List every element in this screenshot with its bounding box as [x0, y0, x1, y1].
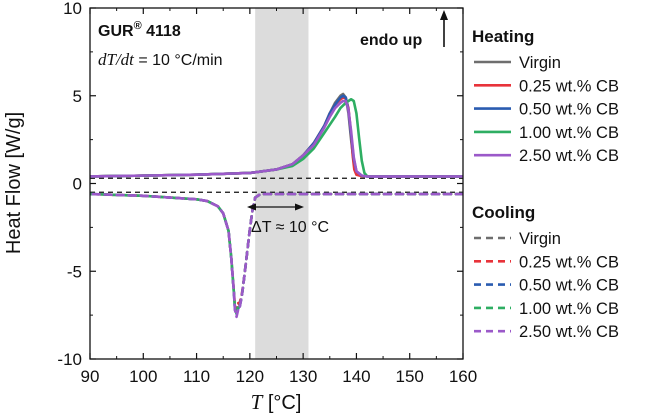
- rate-annotation: dT/dt = 10 °C/min: [98, 50, 223, 69]
- x-tick-label: 160: [449, 367, 477, 386]
- x-tick-label: 120: [236, 367, 264, 386]
- y-axis-title: Heat Flow [W/g]: [3, 112, 25, 254]
- legend: Heating Virgin 0.25 wt.% CB 0.50 wt.% CB 1.0…: [472, 27, 619, 341]
- legend-heading-cooling: Cooling: [472, 203, 535, 222]
- axes-layer: 90 100 110 120 130 140 150 160 -10 -5 0 5 10: [57, 0, 477, 386]
- endo-up-arrow: [440, 10, 448, 47]
- legend-label: 2.50 wt.% CB: [519, 323, 619, 341]
- x-tick-label: 140: [342, 367, 370, 386]
- endo-up-annotation: endo up: [360, 32, 422, 49]
- x-tick-label: 150: [396, 367, 424, 386]
- legend-label: Virgin: [519, 230, 561, 248]
- x-tick-label: 100: [129, 367, 157, 386]
- legend-label: 1.00 wt.% CB: [519, 300, 619, 318]
- y-tick-label: -5: [67, 262, 82, 281]
- legend-label: 1.00 wt.% CB: [519, 124, 619, 142]
- y-tick-label: 5: [73, 87, 82, 106]
- legend-label: 0.50 wt.% CB: [519, 277, 619, 295]
- x-tick-label: 110: [183, 367, 210, 386]
- legend-label: Virgin: [519, 54, 561, 72]
- legend-label: 0.25 wt.% CB: [519, 253, 619, 271]
- y-tick-label: -10: [57, 350, 82, 369]
- sample-annotation: GUR® 4118: [98, 20, 181, 40]
- series-line-heating-4: [90, 99, 463, 178]
- x-tick-label: 130: [289, 367, 317, 386]
- legend-label: 0.25 wt.% CB: [519, 77, 619, 95]
- x-tick-label: 90: [81, 367, 100, 386]
- delta-t-annotation: ΔT ≈ 10 °C: [251, 219, 329, 236]
- legend-label: 0.50 wt.% CB: [519, 101, 619, 119]
- y-tick-label: 0: [73, 175, 82, 194]
- x-axis-title: T [°C]: [251, 390, 302, 414]
- y-tick-label: 10: [63, 0, 82, 18]
- legend-heading-heating: Heating: [472, 27, 534, 46]
- delta-t-arrow: [247, 203, 304, 211]
- legend-label: 2.50 wt.% CB: [519, 147, 619, 165]
- crystallization-window-shade: [255, 8, 309, 359]
